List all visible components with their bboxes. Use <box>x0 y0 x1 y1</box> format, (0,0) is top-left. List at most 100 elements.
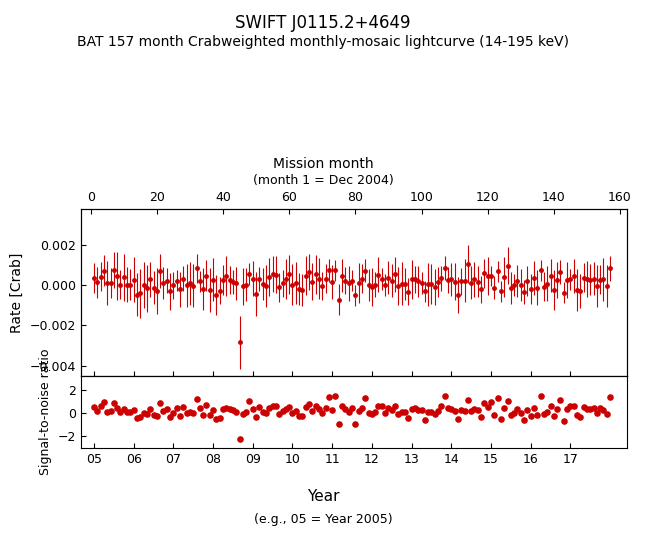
Point <box>397 408 407 416</box>
Point <box>364 408 374 417</box>
Point <box>234 434 245 443</box>
Point <box>406 405 417 414</box>
Point <box>572 411 582 420</box>
Point <box>456 405 466 414</box>
Point <box>96 402 106 411</box>
Point <box>552 405 562 414</box>
Point <box>211 414 222 423</box>
Point <box>426 408 437 416</box>
Point <box>503 396 513 405</box>
Point <box>525 411 536 420</box>
Point <box>350 420 360 428</box>
Point <box>601 409 612 418</box>
Point <box>479 399 490 407</box>
Point <box>317 409 328 418</box>
Point <box>324 393 334 402</box>
Point <box>529 403 539 412</box>
Point <box>489 411 499 420</box>
Point <box>261 409 271 418</box>
Point <box>410 403 420 412</box>
Point <box>311 402 321 411</box>
Point <box>469 405 479 413</box>
Point <box>307 406 317 415</box>
Point <box>333 419 344 428</box>
Point <box>287 408 298 417</box>
Point <box>545 401 556 410</box>
Point <box>125 408 136 416</box>
Point <box>115 408 125 416</box>
Point <box>281 405 291 414</box>
Text: BAT 157 month Crabweighted monthly-mosaic lightcurve (14-195 keV): BAT 157 month Crabweighted monthly-mosai… <box>77 35 569 49</box>
Point <box>439 392 450 400</box>
Point <box>277 407 287 416</box>
Point <box>466 407 476 415</box>
Point <box>122 408 132 417</box>
Point <box>380 408 390 417</box>
Point <box>198 411 208 419</box>
Point <box>443 404 453 413</box>
Point <box>495 415 506 424</box>
Point <box>191 395 202 403</box>
Point <box>271 402 281 411</box>
Point <box>172 403 182 412</box>
Point <box>337 402 348 411</box>
Point <box>138 408 149 417</box>
Point <box>188 409 198 418</box>
Point <box>340 405 351 413</box>
Point <box>221 403 231 412</box>
Point <box>112 404 122 413</box>
Point <box>532 410 543 419</box>
Point <box>202 401 212 410</box>
Point <box>244 397 255 406</box>
Point <box>162 405 172 413</box>
Point <box>383 403 393 412</box>
Point <box>105 407 116 415</box>
Point <box>578 402 589 411</box>
Point <box>357 403 367 412</box>
Point <box>330 392 340 401</box>
Point <box>274 410 284 419</box>
Point <box>251 413 261 422</box>
Point <box>158 407 169 415</box>
Point <box>367 409 377 418</box>
Point <box>353 407 364 416</box>
Point <box>141 410 152 419</box>
Point <box>228 406 238 414</box>
Point <box>320 403 331 412</box>
Point <box>119 405 129 413</box>
Point <box>267 401 278 410</box>
Point <box>297 412 307 420</box>
Point <box>450 406 460 415</box>
Point <box>562 405 572 414</box>
Point <box>185 408 195 416</box>
Point <box>370 408 380 417</box>
Point <box>145 405 156 413</box>
Point <box>473 406 483 414</box>
Point <box>194 404 205 413</box>
Text: Mission month: Mission month <box>273 157 373 171</box>
Point <box>483 403 493 412</box>
Point <box>255 402 265 411</box>
Point <box>519 415 529 424</box>
Point <box>568 402 579 411</box>
Point <box>486 397 496 406</box>
Point <box>592 409 602 418</box>
Point <box>492 393 503 402</box>
Point <box>258 408 268 416</box>
Point <box>393 409 404 418</box>
Point <box>152 412 162 420</box>
Point <box>565 402 576 411</box>
Point <box>516 408 526 417</box>
Point <box>420 415 430 424</box>
Point <box>423 408 433 416</box>
Point <box>175 411 185 420</box>
Point <box>264 403 275 412</box>
Point <box>165 412 175 421</box>
Point <box>241 408 251 416</box>
Point <box>509 408 519 417</box>
Point <box>344 407 354 416</box>
Point <box>360 394 370 403</box>
Point <box>559 416 569 425</box>
Point <box>218 405 228 413</box>
Point <box>92 406 103 415</box>
